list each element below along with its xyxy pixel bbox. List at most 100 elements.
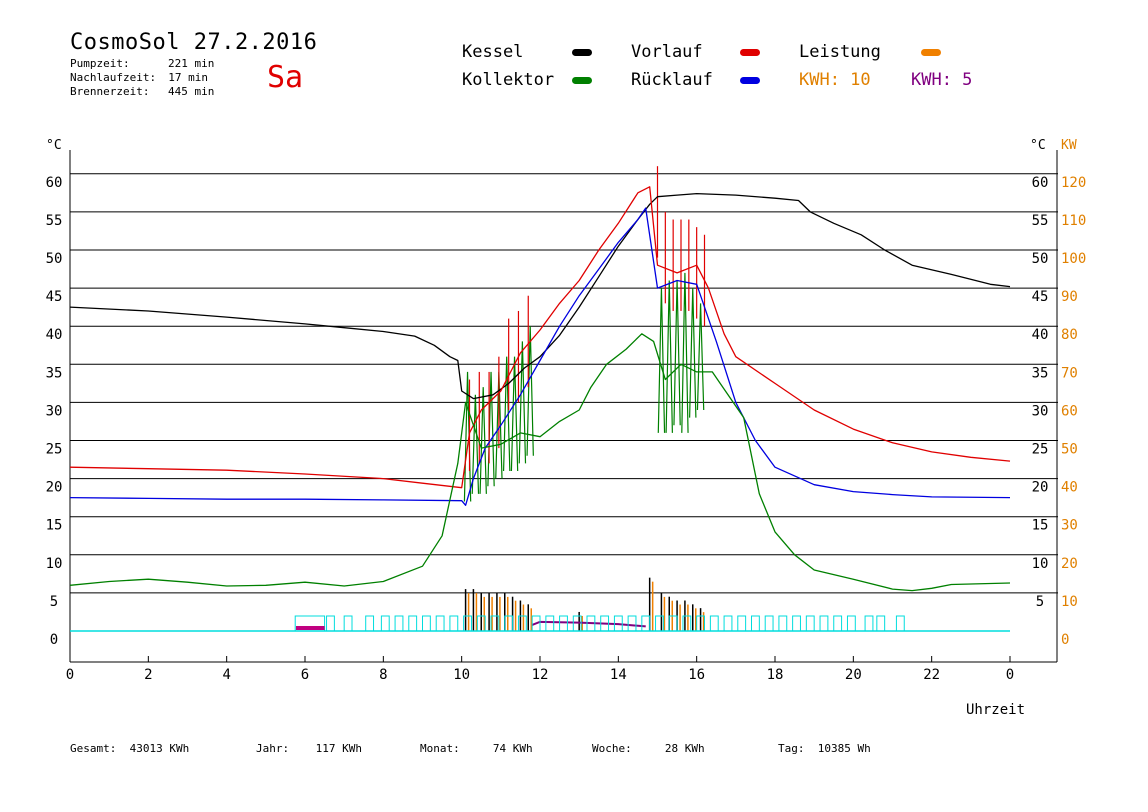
kw-tick-label: 0 <box>1061 632 1069 648</box>
legend-vorlauf-swatch <box>740 49 760 56</box>
pump-box <box>449 615 459 632</box>
y-tick-label-left: 15 <box>46 518 63 534</box>
y-tick-label-right: 25 <box>1032 442 1049 458</box>
footer-woche: Woche: 28 KWh <box>592 742 705 755</box>
pump-box <box>709 615 719 632</box>
pump-box <box>343 615 353 632</box>
y-tick-label-left: 60 <box>46 175 63 191</box>
legend-ruecklauf-label: Rücklauf <box>631 70 713 90</box>
pump-box <box>463 615 472 632</box>
chart-axes <box>69 150 1058 663</box>
kollektor-spike <box>689 288 697 418</box>
kollektor-spike <box>471 394 480 494</box>
kollektor-spike <box>502 356 511 471</box>
y-axis-right-unit: °C <box>1030 138 1046 153</box>
y-axis-kw-unit: KW <box>1061 138 1077 153</box>
legend-kollektor-label: Kollektor <box>462 70 555 90</box>
pump-box <box>572 615 582 632</box>
y-tick-label-right: 5 <box>1036 594 1044 610</box>
kw-tick-label: 60 <box>1061 403 1078 419</box>
pump-box <box>641 615 651 632</box>
footer-monat: Monat: 74 KWh <box>420 742 533 755</box>
x-tick-label: 22 <box>923 667 940 683</box>
pump-box <box>819 615 829 632</box>
pump-box <box>778 615 788 632</box>
pump-box <box>600 615 610 632</box>
pump-box <box>422 615 431 632</box>
chart-grid <box>70 173 1058 594</box>
pump-box <box>833 615 843 632</box>
y-tick-label-right: 40 <box>1032 327 1049 343</box>
y-tick-label-right: 50 <box>1032 251 1049 267</box>
series-lines <box>69 186 1011 592</box>
pump-box <box>751 615 760 632</box>
stat-label: Brennerzeit: <box>70 85 150 98</box>
footer-tag: Tag: 10385 Wh <box>778 742 871 755</box>
x-tick-label: 6 <box>301 667 309 683</box>
footer-value: 74 KWh <box>492 742 533 755</box>
pump-box <box>476 615 486 632</box>
kollektor-spike <box>681 272 689 433</box>
x-tick-label: 0 <box>1006 667 1014 683</box>
x-tick-label: 10 <box>453 667 470 683</box>
y-axis-left-unit: °C <box>46 138 62 153</box>
kw-tick-label: 30 <box>1061 518 1078 534</box>
pump-box <box>682 615 692 632</box>
y-tick-label-right: 20 <box>1032 480 1049 496</box>
y-tick-label-left: 40 <box>46 327 63 343</box>
y-tick-label-left: 55 <box>46 213 63 229</box>
power-plateau <box>531 620 646 628</box>
chart-title: CosmoSol 27.2.2016 <box>70 30 318 55</box>
pump-box <box>586 615 596 632</box>
pump-box <box>504 615 514 632</box>
pump-box <box>696 615 706 632</box>
kollektor-spike <box>510 356 519 471</box>
footer-jahr: Jahr: 117 KWh <box>256 742 362 755</box>
stat-value: 17 min <box>168 71 208 84</box>
pump-box <box>764 615 774 632</box>
series-line-kessel <box>69 192 1011 400</box>
legend-leistung-swatch <box>921 49 941 56</box>
footer-label: Gesamt: <box>70 742 117 755</box>
footer-gesamt: Gesamt: 43013 KWh <box>70 742 189 755</box>
pump-box <box>723 615 733 632</box>
kw-tick-label: 70 <box>1061 365 1078 381</box>
kw-tick-label: 80 <box>1061 327 1078 343</box>
pump-box <box>846 615 856 632</box>
pump-box <box>380 615 390 632</box>
y-tick-label-left: 10 <box>46 556 63 572</box>
kollektor-spike <box>665 280 673 433</box>
pump-box <box>365 615 375 632</box>
kw-tick-label: 110 <box>1061 213 1086 229</box>
series-line-kollektor <box>69 333 1011 592</box>
legend-leistung-label: Leistung <box>799 42 881 62</box>
pump-box <box>408 615 418 632</box>
kw-tick-label: 20 <box>1061 556 1078 572</box>
legend-ruecklauf-swatch <box>740 77 760 84</box>
stat-label: Pumpzeit: <box>70 57 130 70</box>
x-tick-label: 16 <box>688 667 705 683</box>
y-tick-label-right: 35 <box>1032 365 1049 381</box>
kw-tick-label: 100 <box>1061 251 1086 267</box>
pump-box <box>326 615 335 632</box>
legend-kessel-swatch <box>572 49 592 56</box>
kollektor-spike <box>657 288 666 433</box>
pump-box <box>531 615 541 632</box>
footer-label: Monat: <box>420 742 460 755</box>
pump-box <box>517 615 527 632</box>
pump-box <box>394 615 404 632</box>
footer-value: 43013 KWh <box>129 742 190 755</box>
footer-label: Jahr: <box>256 742 290 755</box>
pump-box <box>876 615 886 632</box>
legend-kwh-purple: KWH: 5 <box>911 70 973 90</box>
y-tick-label-left: 30 <box>46 403 63 419</box>
kollektor-spike <box>673 280 681 426</box>
pump-box <box>627 615 637 632</box>
pump-box <box>294 615 326 632</box>
series-spikes <box>463 166 706 502</box>
x-tick-label: 12 <box>532 667 549 683</box>
x-axis-label: Uhrzeit <box>966 702 1026 718</box>
pump-box <box>805 615 815 632</box>
pump-box <box>737 615 747 632</box>
x-tick-label: 20 <box>845 667 862 683</box>
